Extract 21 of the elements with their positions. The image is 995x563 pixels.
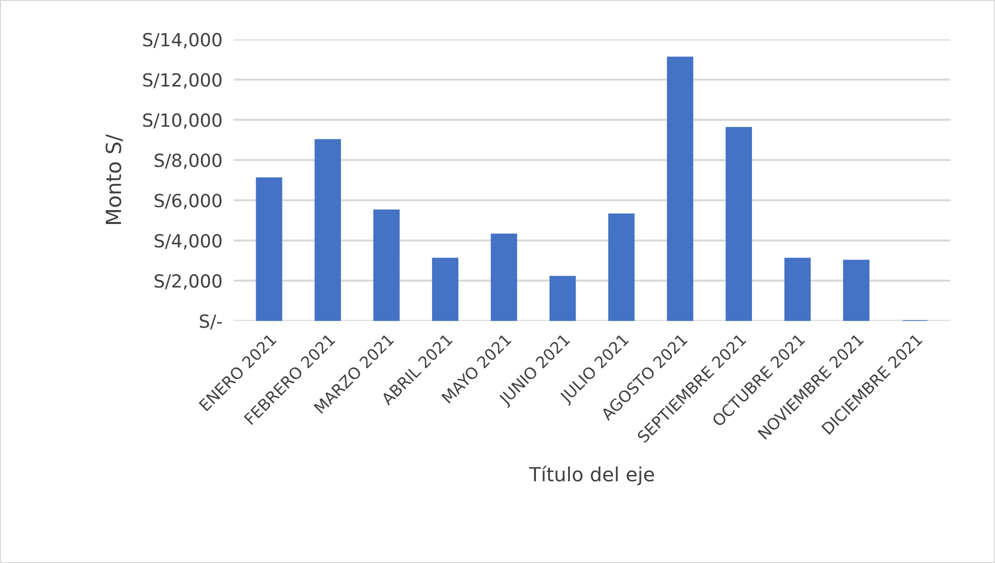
y-tick-label: S/14,000	[143, 32, 222, 48]
bar	[256, 177, 282, 321]
y-tick-label: S/12,000	[143, 73, 222, 89]
y-tick-label: S/6,000	[154, 194, 222, 210]
bar	[550, 276, 576, 321]
bar	[314, 139, 341, 321]
y-tick-label: S/10,000	[143, 113, 222, 129]
bar	[843, 260, 870, 321]
x-axis-title: Título del eje	[529, 466, 654, 486]
bar	[666, 56, 694, 321]
y-tick-label: S/2,000	[154, 274, 222, 290]
y-tick-label: S/4,000	[154, 234, 222, 250]
y-tick-label: S/8,000	[154, 154, 222, 170]
bar	[490, 234, 518, 321]
bar	[432, 258, 458, 321]
y-tick-label: S/-	[200, 314, 222, 330]
y-axis-title: Monto S/	[106, 134, 123, 224]
bar	[608, 214, 635, 321]
bar	[784, 258, 811, 321]
bar	[726, 127, 752, 321]
bar	[373, 209, 400, 321]
